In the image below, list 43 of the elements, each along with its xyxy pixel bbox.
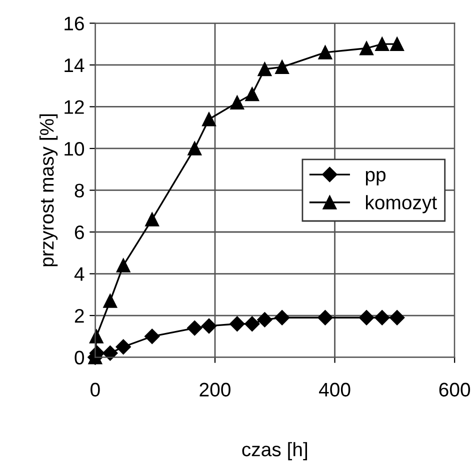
point bbox=[257, 312, 272, 328]
y-tick-label: 14 bbox=[64, 58, 84, 72]
point bbox=[145, 212, 160, 226]
y-axis-title: przyrost masy [%] bbox=[39, 114, 58, 266]
point bbox=[102, 346, 118, 361]
point bbox=[245, 87, 260, 102]
x-axis-title: czas [h] bbox=[242, 442, 308, 460]
point bbox=[375, 37, 390, 52]
point bbox=[258, 62, 272, 76]
legend-label: pp bbox=[366, 170, 386, 186]
legend-label: komozyt bbox=[366, 195, 437, 214]
point bbox=[230, 96, 244, 110]
point bbox=[244, 316, 260, 332]
y-tick-label: 4 bbox=[74, 267, 84, 281]
point bbox=[358, 310, 374, 326]
point bbox=[390, 37, 404, 52]
x-tick-label: 400 bbox=[319, 382, 350, 397]
point bbox=[187, 320, 202, 336]
y-tick-label: 8 bbox=[74, 184, 84, 198]
point bbox=[360, 41, 374, 56]
point bbox=[116, 339, 131, 354]
point bbox=[144, 328, 160, 344]
point bbox=[201, 318, 217, 334]
point bbox=[318, 45, 332, 60]
y-tick-label: 12 bbox=[64, 100, 84, 114]
point bbox=[390, 310, 405, 326]
y-tick-label: 6 bbox=[74, 225, 84, 240]
x-tick-label: 0 bbox=[90, 382, 100, 397]
point bbox=[103, 294, 118, 308]
point bbox=[318, 310, 333, 326]
y-tick-label: 16 bbox=[64, 16, 84, 30]
y-tick-label: 2 bbox=[74, 308, 84, 323]
point bbox=[116, 258, 130, 272]
point bbox=[275, 60, 290, 74]
point bbox=[202, 112, 216, 126]
x-tick-label: 600 bbox=[439, 382, 470, 397]
point bbox=[374, 310, 390, 326]
y-tick-label: 0 bbox=[74, 350, 84, 365]
point bbox=[188, 142, 202, 156]
y-tick-label: 10 bbox=[64, 142, 84, 156]
x-tick-label: 200 bbox=[200, 382, 230, 397]
point bbox=[274, 310, 290, 326]
point bbox=[230, 316, 245, 332]
